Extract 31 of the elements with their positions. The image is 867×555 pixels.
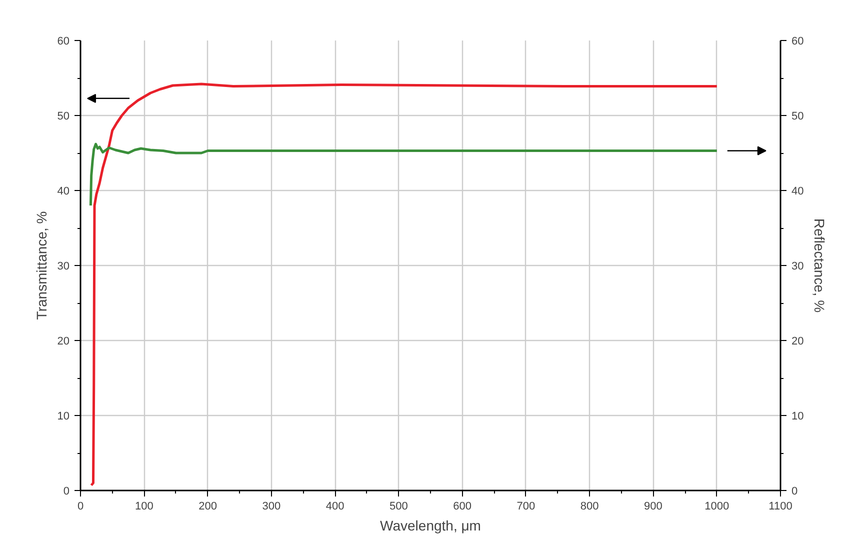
y-tick-label: 60 xyxy=(57,36,70,48)
x-tick-label: 1000 xyxy=(704,500,730,512)
y-axis-title: Transmittance, % xyxy=(33,211,50,320)
y2-tick-label: 20 xyxy=(792,336,804,348)
y2-tick-label: 50 xyxy=(792,110,804,122)
x-tick-label: 400 xyxy=(326,500,344,512)
line-series xyxy=(90,82,718,486)
x-tick-label: 200 xyxy=(198,500,217,512)
y-tick-label: 40 xyxy=(57,186,70,198)
y-tick-label: 50 xyxy=(57,110,70,122)
y-tick-label: 0 xyxy=(63,486,70,498)
x-tick-label: 900 xyxy=(644,500,662,512)
y-tick-label: 10 xyxy=(57,410,70,422)
y2-tick-label: 60 xyxy=(792,36,804,48)
y2-tick-label: 0 xyxy=(792,486,798,498)
y2-axis-title: Reflectance, % xyxy=(812,218,828,313)
x-tick-label: 0 xyxy=(77,500,84,512)
x-tick-label: 500 xyxy=(390,500,408,512)
y2-tick-label: 30 xyxy=(792,260,804,272)
y-tick-label: 30 xyxy=(57,260,70,272)
x-axis-title: Wavelength, μm xyxy=(380,518,481,534)
line-series xyxy=(89,142,718,207)
x-tick-label: 800 xyxy=(580,500,599,512)
x-tick-label: 100 xyxy=(134,500,154,512)
x-tick-label: 700 xyxy=(516,500,536,512)
x-tick-label: 600 xyxy=(453,500,472,512)
x-tick-label: 300 xyxy=(262,500,281,512)
y2-tick-label: 40 xyxy=(792,186,804,198)
y2-tick-label: 10 xyxy=(792,410,804,422)
x-tick-label: 1100 xyxy=(768,500,792,512)
y-tick-label: 20 xyxy=(57,336,70,348)
